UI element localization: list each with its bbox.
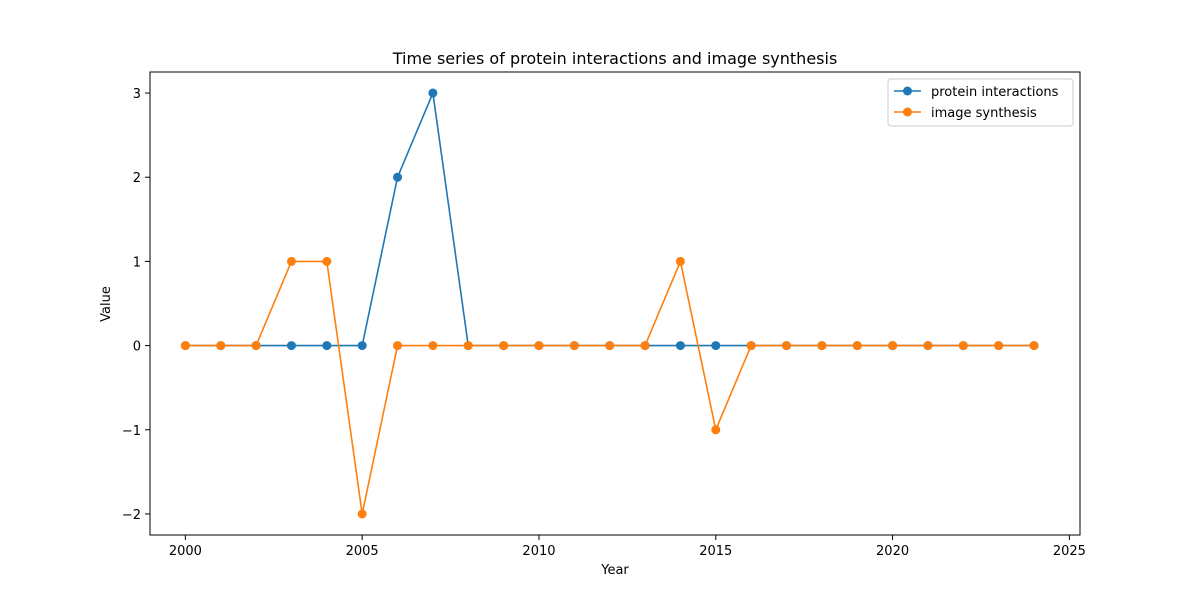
x-axis-label: Year (600, 563, 629, 578)
y-axis-label: Value (99, 286, 114, 322)
data-point (994, 341, 1004, 351)
x-tick-label: 2015 (699, 544, 732, 559)
data-point (888, 341, 898, 351)
plot-area (149, 71, 1081, 536)
x-tick-label: 2025 (1053, 544, 1086, 559)
data-point (1029, 341, 1039, 351)
data-point (216, 341, 226, 351)
x-tick-label: 2020 (876, 544, 909, 559)
data-point (817, 341, 827, 351)
data-point (357, 341, 367, 351)
data-point (640, 341, 650, 351)
data-point (393, 172, 403, 182)
data-point (782, 341, 792, 351)
chart-title: Time series of protein interactions and … (392, 49, 838, 68)
y-axis-ticks: −2 −1 0 1 2 3 (122, 87, 150, 523)
x-axis-ticks: 2000 2005 2010 2015 2020 2025 (169, 535, 1086, 559)
data-point (852, 341, 862, 351)
x-tick-label: 2010 (522, 544, 555, 559)
data-point (923, 341, 933, 351)
data-point (180, 341, 190, 351)
legend: protein interactions image synthesis (887, 78, 1074, 127)
y-tick-label: −2 (122, 508, 141, 523)
data-point (322, 341, 332, 351)
data-point (286, 341, 296, 351)
legend-label: protein interactions (931, 85, 1059, 100)
data-point (746, 341, 756, 351)
series-line (185, 90, 1035, 347)
data-point (958, 341, 968, 351)
legend-label: image synthesis (931, 106, 1037, 121)
data-point (428, 341, 438, 351)
legend-marker (903, 86, 912, 96)
data-point (251, 341, 261, 351)
plot-frame (149, 71, 1081, 536)
series-protein-interactions (180, 88, 1039, 351)
x-tick-label: 2005 (346, 544, 379, 559)
series-layer (180, 88, 1039, 519)
data-point (357, 509, 367, 519)
data-point (534, 341, 544, 351)
y-tick-label: 0 (133, 340, 141, 355)
series-line (185, 258, 1035, 515)
data-point (569, 341, 579, 351)
y-tick-label: 1 (133, 255, 141, 270)
data-point (463, 341, 473, 351)
y-tick-label: −1 (122, 424, 141, 439)
legend-marker (903, 107, 912, 117)
y-tick-label: 3 (133, 87, 141, 102)
legend-box (887, 78, 1074, 127)
x-tick-label: 2000 (169, 544, 202, 559)
data-point (428, 88, 438, 98)
data-point (711, 425, 721, 435)
data-point (393, 341, 403, 351)
data-point (322, 256, 332, 266)
data-point (286, 256, 296, 266)
data-point (675, 256, 685, 266)
data-point (711, 341, 721, 351)
y-tick-label: 2 (133, 171, 141, 186)
data-point (605, 341, 615, 351)
data-point (499, 341, 509, 351)
series-image-synthesis (180, 256, 1039, 519)
data-point (675, 341, 685, 351)
